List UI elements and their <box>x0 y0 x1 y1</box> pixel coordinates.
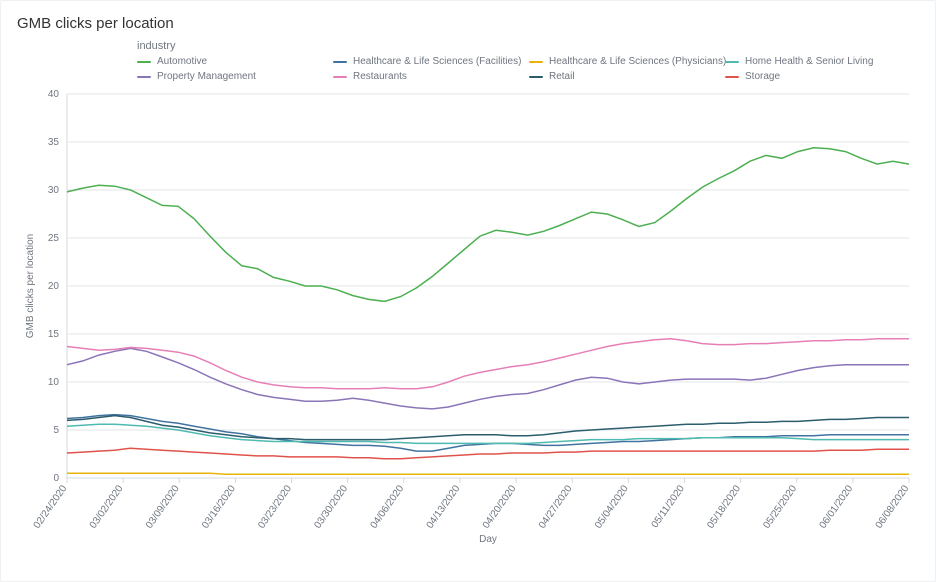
series-line[interactable] <box>67 148 909 302</box>
svg-text:06/01/2020: 06/01/2020 <box>818 483 856 531</box>
svg-text:03/02/2020: 03/02/2020 <box>88 483 126 531</box>
svg-text:04/06/2020: 04/06/2020 <box>369 483 407 531</box>
series-line[interactable] <box>67 448 909 459</box>
svg-text:0: 0 <box>53 473 59 484</box>
series-line[interactable] <box>67 339 909 389</box>
legend-swatch <box>529 61 543 63</box>
svg-text:5: 5 <box>53 425 59 436</box>
legend-swatch <box>137 61 151 63</box>
legend-swatch <box>725 76 739 78</box>
svg-text:05/18/2020: 05/18/2020 <box>705 483 743 531</box>
svg-text:03/09/2020: 03/09/2020 <box>144 483 182 531</box>
legend-item[interactable]: Automotive <box>137 56 327 67</box>
line-chart: 0 5 10 15 20 25 30 35 40 02/24/2020 03/02/2020 03/0… <box>17 88 919 548</box>
legend-item[interactable]: Retail <box>529 71 719 82</box>
svg-text:04/20/2020: 04/20/2020 <box>481 483 519 531</box>
legend-label: Property Management <box>157 71 256 82</box>
svg-text:35: 35 <box>48 137 60 148</box>
legend-label: Healthcare & Life Sciences (Facilities) <box>353 56 521 67</box>
legend: industry Automotive Healthcare & Life Sci… <box>137 40 919 82</box>
svg-text:40: 40 <box>48 89 60 100</box>
legend-title: industry <box>137 40 919 52</box>
legend-swatch <box>529 76 543 78</box>
legend-label: Retail <box>549 71 575 82</box>
svg-text:30: 30 <box>48 185 60 196</box>
svg-text:06/08/2020: 06/08/2020 <box>874 483 912 531</box>
legend-item[interactable]: Healthcare & Life Sciences (Physicians) <box>529 56 719 67</box>
legend-item[interactable]: Restaurants <box>333 71 523 82</box>
legend-label: Storage <box>745 71 780 82</box>
svg-text:15: 15 <box>48 329 60 340</box>
svg-text:05/04/2020: 05/04/2020 <box>593 483 631 531</box>
svg-text:25: 25 <box>48 233 60 244</box>
svg-text:10: 10 <box>48 377 60 388</box>
svg-text:04/13/2020: 04/13/2020 <box>425 483 463 531</box>
svg-text:03/23/2020: 03/23/2020 <box>256 483 294 531</box>
legend-swatch <box>725 61 739 63</box>
series-line[interactable] <box>67 473 909 474</box>
chart-card: GMB clicks per location industry Automot… <box>0 0 936 582</box>
series-line[interactable] <box>67 348 909 409</box>
legend-label: Healthcare & Life Sciences (Physicians) <box>549 56 726 67</box>
legend-label: Home Health & Senior Living <box>745 56 873 67</box>
svg-text:GMB clicks per location: GMB clicks per location <box>25 234 36 338</box>
svg-text:03/30/2020: 03/30/2020 <box>312 483 350 531</box>
chart-title: GMB clicks per location <box>17 15 919 32</box>
legend-item[interactable]: Property Management <box>137 71 327 82</box>
svg-text:02/24/2020: 02/24/2020 <box>32 483 70 531</box>
svg-text:20: 20 <box>48 281 60 292</box>
svg-text:Day: Day <box>479 534 497 545</box>
svg-text:03/16/2020: 03/16/2020 <box>200 483 238 531</box>
svg-text:05/11/2020: 05/11/2020 <box>650 483 688 530</box>
legend-swatch <box>137 76 151 78</box>
chart-area: 0 5 10 15 20 25 30 35 40 02/24/2020 03/02/2020 03/0… <box>17 88 919 548</box>
legend-label: Automotive <box>157 56 207 67</box>
legend-item[interactable]: Storage <box>725 71 915 82</box>
legend-label: Restaurants <box>353 71 407 82</box>
legend-item[interactable]: Healthcare & Life Sciences (Facilities) <box>333 56 523 67</box>
legend-items: Automotive Healthcare & Life Sciences (Fa… <box>137 56 919 82</box>
series-line[interactable] <box>67 424 909 443</box>
svg-text:05/25/2020: 05/25/2020 <box>761 483 799 531</box>
legend-swatch <box>333 61 347 63</box>
legend-swatch <box>333 76 347 78</box>
svg-text:04/27/2020: 04/27/2020 <box>537 483 575 531</box>
legend-item[interactable]: Home Health & Senior Living <box>725 56 915 67</box>
